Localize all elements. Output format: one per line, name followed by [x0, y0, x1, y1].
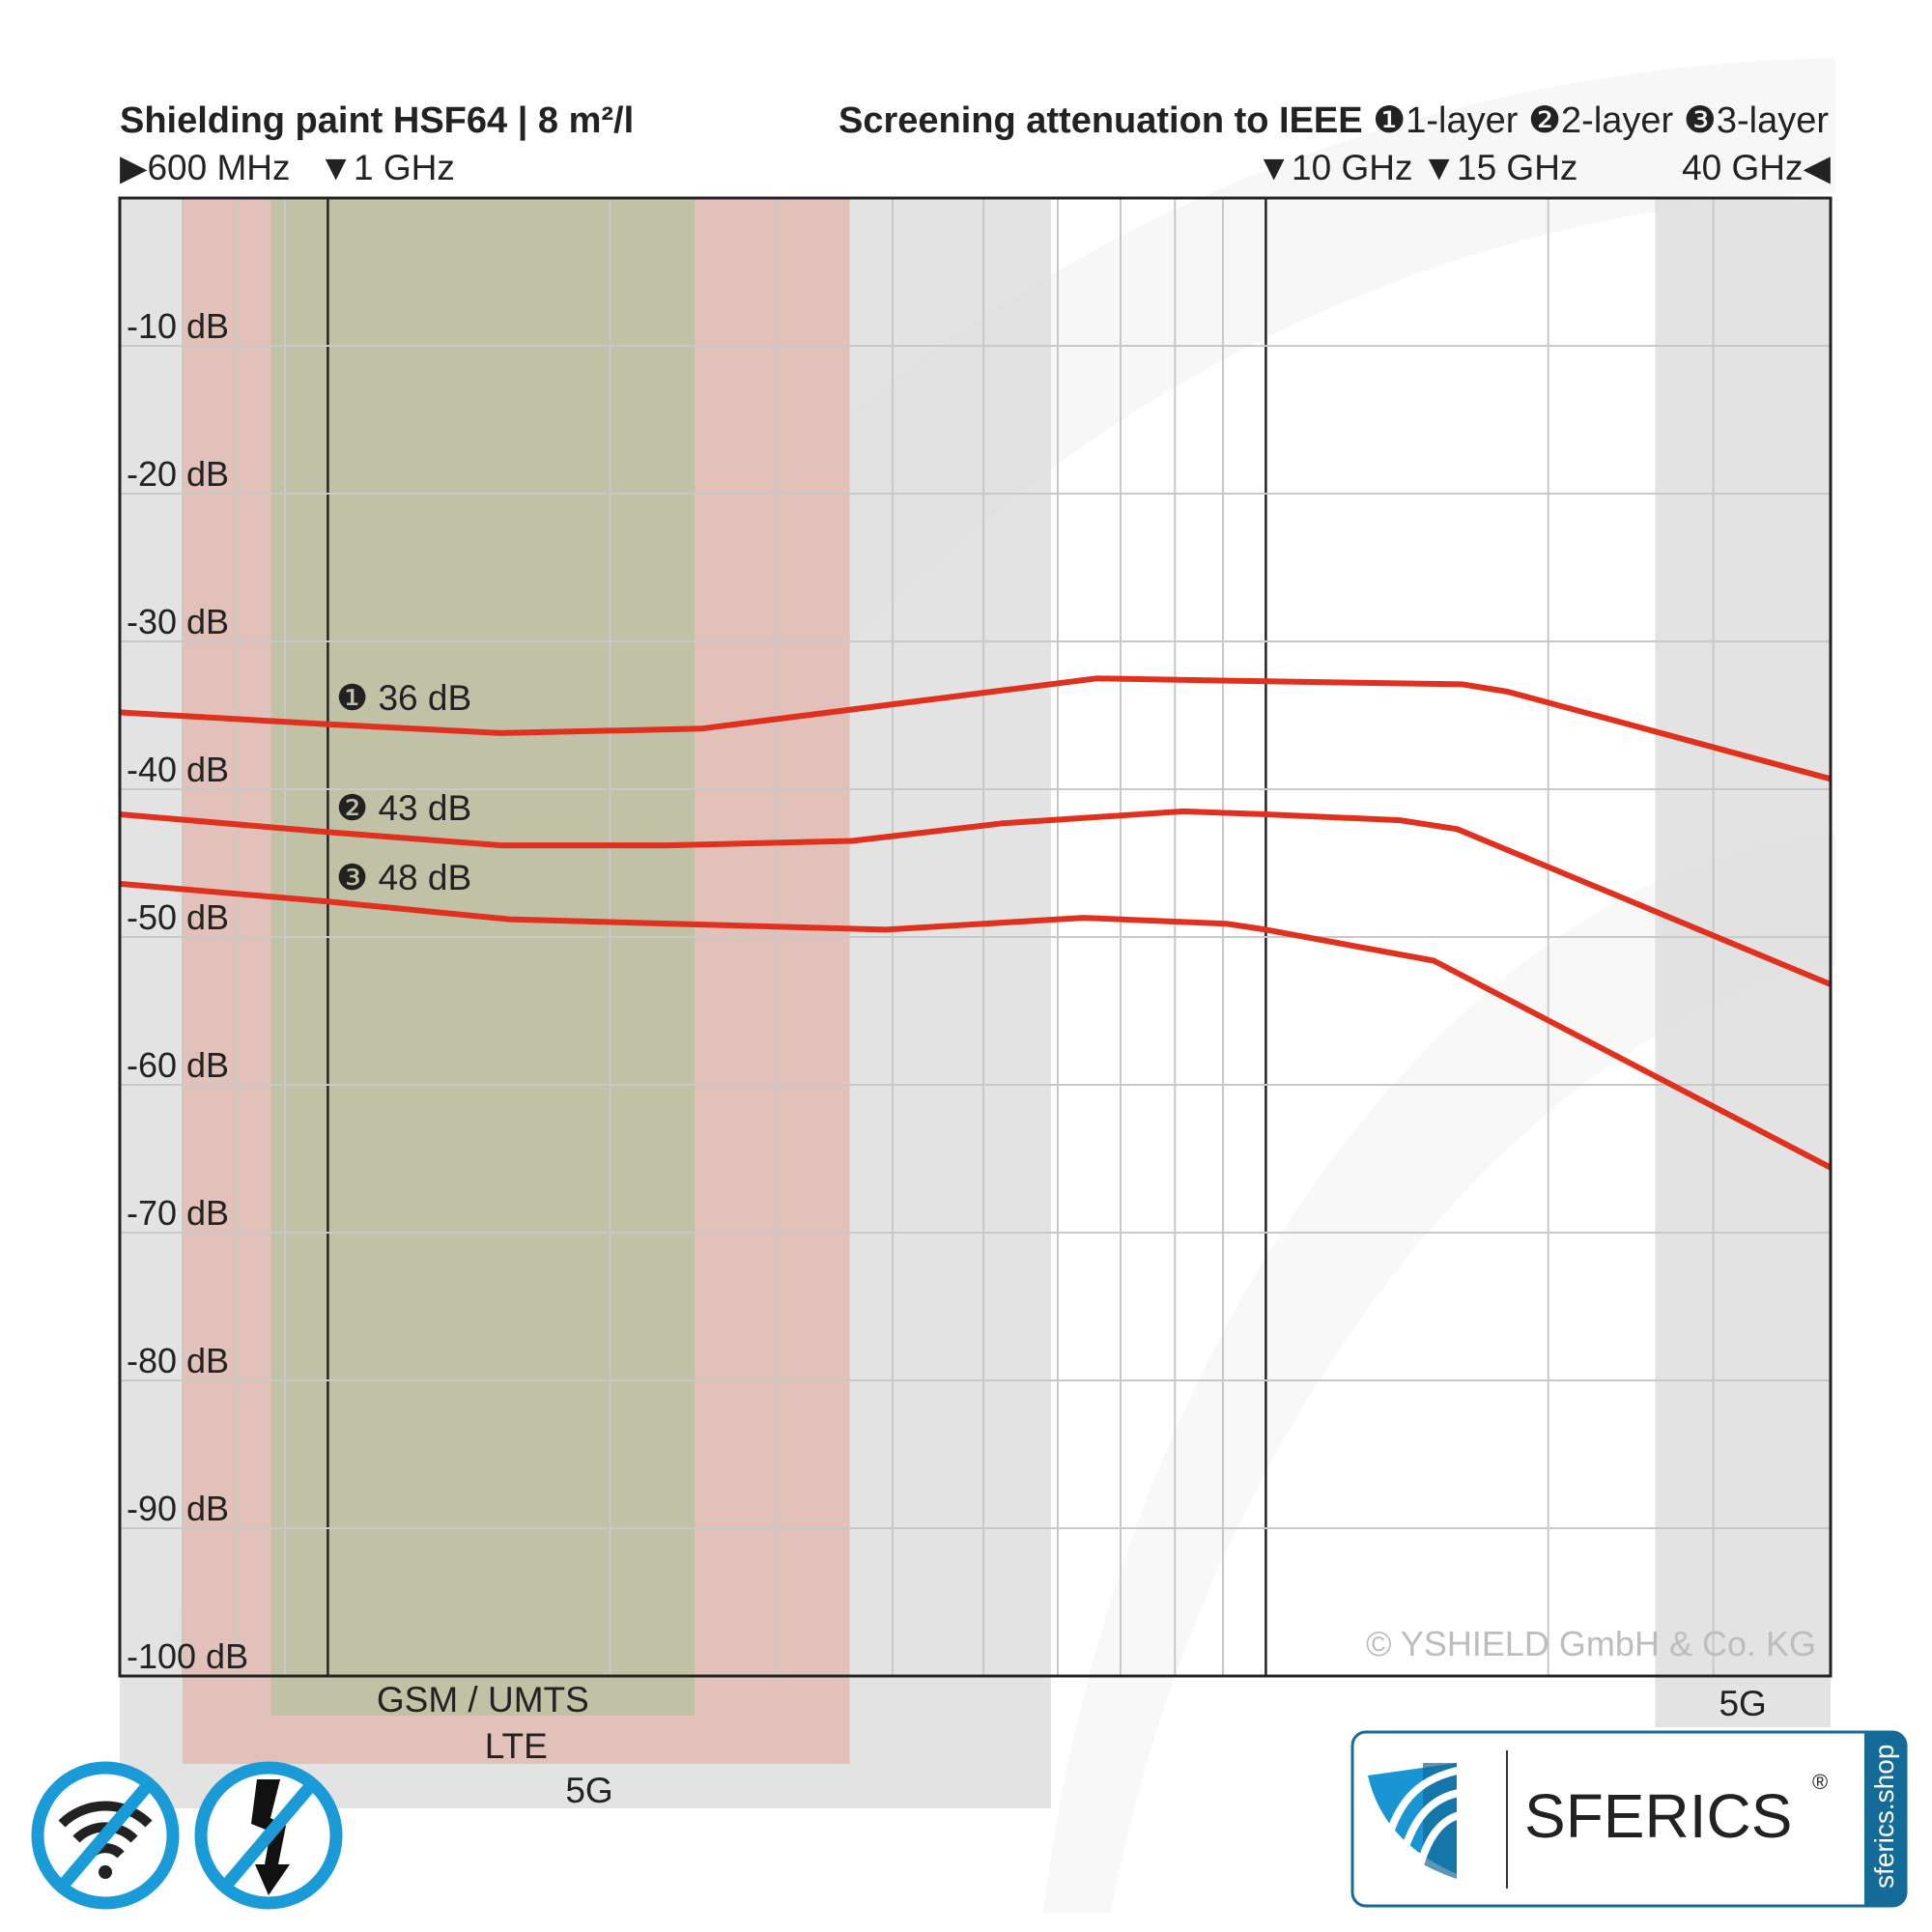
band-label: LTE [485, 1726, 548, 1766]
legend: Screening attenuation to IEEE ❶1-layer ❷… [838, 100, 1829, 141]
callout-2-layer: ❷ 43 dB [336, 788, 471, 828]
x-marker: ▼1 GHz [318, 148, 454, 187]
x-marker-arrow: ▼ [1421, 148, 1457, 187]
y-tick-label: -20 dB [127, 454, 229, 494]
x-marker-label: 40 GHz [1682, 148, 1803, 187]
legend-marker-1: ❶ [1373, 100, 1406, 141]
grid [120, 198, 1831, 1676]
x-marker-arrow: ▼ [318, 148, 354, 187]
sferics-logo[interactable]: SFERICS ® sferics.shop [1350, 1730, 1908, 1908]
logo-registered: ® [1812, 1770, 1828, 1794]
y-tick-label: -90 dB [127, 1489, 229, 1528]
copyright: © YSHIELD GmbH & Co. KG [1366, 1624, 1816, 1663]
legend-label-1: 1-layer [1406, 100, 1518, 141]
legend-label-2: 2-layer [1561, 100, 1673, 141]
y-tick-label: -10 dB [127, 306, 229, 346]
callout-3-layer: ❸ 48 dB [336, 858, 471, 897]
x-marker: ▶600 MHz [120, 148, 291, 187]
plot-frame [118, 196, 1833, 1678]
callouts: ❶ 36 dB ❷ 43 dB ❸ 48 dB [336, 678, 471, 897]
curve-1-layer [119, 675, 1832, 782]
y-tick-label: -40 dB [127, 750, 229, 789]
band-label: 5G [1719, 1684, 1766, 1723]
band-labels: 5G LTE GSM / UMTS 5G [377, 1680, 1767, 1810]
chart-title: Shielding paint HSF64 | 8 m²/l [120, 100, 634, 141]
curves [119, 675, 1833, 1171]
band-5g [1655, 198, 1831, 1727]
sferics-shield-logo [1368, 1763, 1464, 1879]
x-marker-label: 1 GHz [354, 148, 455, 187]
frequency-bands [120, 198, 1831, 1808]
x-marker: ▼15 GHz [1421, 148, 1577, 187]
y-tick-label: -70 dB [127, 1193, 229, 1233]
band-label: GSM / UMTS [377, 1680, 589, 1719]
x-marker-arrow: ▼ [1256, 148, 1292, 187]
logo-url[interactable]: sferics.shop [1869, 1745, 1899, 1889]
chart-subtitle: Screening attenuation to IEEE [838, 100, 1363, 141]
callout-1-layer: ❶ 36 dB [336, 678, 471, 718]
x-marker: 40 GHz◀ [1682, 148, 1831, 187]
band-label: 5G [565, 1771, 612, 1810]
no-wifi-icon [31, 1761, 180, 1910]
x-markers: ▶600 MHz ▼1 GHz ▼10 GHz ▼15 GHz 40 GHz◀ [120, 148, 1832, 187]
x-marker-label: 600 MHz [147, 148, 290, 187]
y-tick-label: -30 dB [127, 602, 229, 641]
x-marker: ▼10 GHz [1256, 148, 1412, 187]
legend-label-3: 3-layer [1717, 100, 1829, 141]
curve-3-layer [119, 880, 1833, 1171]
band-gsm-umts [270, 198, 696, 1716]
y-tick-label: -100 dB [127, 1636, 248, 1676]
x-marker-arrow: ◀ [1804, 148, 1832, 187]
legend-marker-3: ❸ [1684, 100, 1717, 141]
y-tick-label: -60 dB [127, 1045, 229, 1085]
y-tick-label: -80 dB [127, 1341, 229, 1380]
x-marker-label: 10 GHz [1292, 148, 1412, 187]
x-marker-label: 15 GHz [1457, 148, 1577, 187]
logo-brand: SFERICS [1524, 1781, 1792, 1851]
no-electricity-icon [194, 1761, 343, 1910]
legend-marker-2: ❷ [1528, 100, 1561, 141]
x-marker-arrow: ▶ [120, 148, 148, 187]
y-tick-label: -50 dB [127, 897, 229, 937]
y-tick-labels: -10 dB -20 dB -30 dB -40 dB -50 dB -60 dB -70 … [127, 306, 248, 1676]
curve-2-layer [119, 808, 1833, 987]
